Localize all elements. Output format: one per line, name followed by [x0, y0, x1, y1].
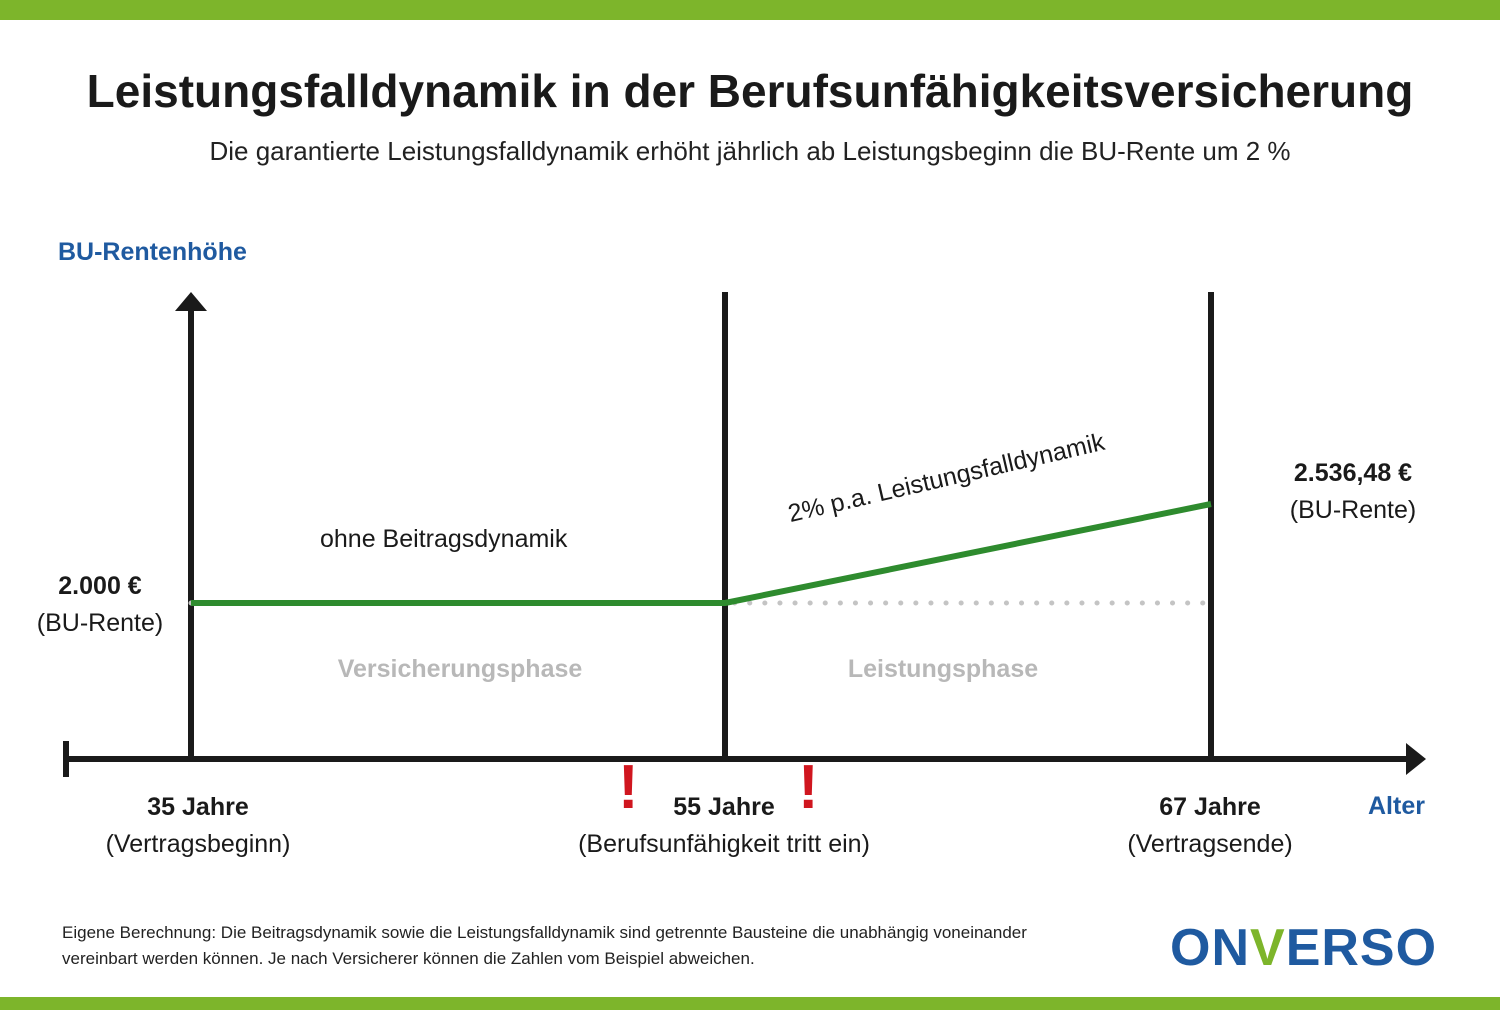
milestone-35-note: (Vertragsbeginn) [105, 830, 291, 858]
warning-left-icon: ! [618, 753, 639, 822]
start-value-amount: 2.000 € [58, 572, 142, 600]
y-axis-arrow-icon [175, 292, 207, 311]
brand-logo: ONVERSO [1170, 920, 1437, 976]
x-axis-arrow-icon [1406, 743, 1426, 775]
end-value-label: 2.536,48 € (BU-Rente) [1268, 455, 1438, 529]
milestone-67-age: 67 Jahre [1159, 793, 1261, 821]
logo-part-1: ON [1170, 919, 1250, 977]
milestone-55-note: (Berufsunfähigkeit tritt ein) [578, 830, 870, 858]
flat-segment-label: ohne Beitragsdynamik [320, 525, 568, 553]
milestone-55-age: 55 Jahre [673, 793, 775, 821]
start-value-label: 2.000 € (BU-Rente) [20, 568, 180, 642]
logo-part-3: ERSO [1285, 919, 1438, 977]
y-axis-label: BU-Rentenhöhe [58, 238, 247, 266]
x-axis-label: Alter [1368, 792, 1425, 820]
warning-right-icon: ! [798, 753, 819, 822]
series-line [191, 501, 1212, 606]
footnote: Eigene Berechnung: Die Beitragsdynamik s… [62, 923, 1027, 968]
milestone-35-age: 35 Jahre [147, 793, 249, 821]
phase-insurance: Versicherungsphase [337, 655, 583, 683]
page-title: Leistungsfalldynamik in der Berufsunfähi… [86, 65, 1414, 117]
milestone-67: 67 Jahre (Vertragsende) [1080, 789, 1340, 863]
logo-part-2: V [1250, 919, 1286, 977]
page-subtitle: Die garantierte Leistungsfalldynamik erh… [209, 136, 1291, 166]
milestone-67-note: (Vertragsende) [1127, 830, 1293, 858]
start-value-note: (BU-Rente) [36, 609, 164, 637]
end-value-amount: 2.536,48 € [1293, 459, 1413, 487]
end-value-note: (BU-Rente) [1289, 496, 1417, 524]
top-accent-bar [0, 0, 1500, 20]
milestone-35: 35 Jahre (Vertragsbeginn) [48, 789, 348, 863]
phase-benefit: Leistungsphase [847, 655, 1039, 683]
milestone-55: 55 Jahre (Berufsunfähigkeit tritt ein) [524, 789, 924, 863]
bottom-accent-bar [0, 997, 1500, 1010]
